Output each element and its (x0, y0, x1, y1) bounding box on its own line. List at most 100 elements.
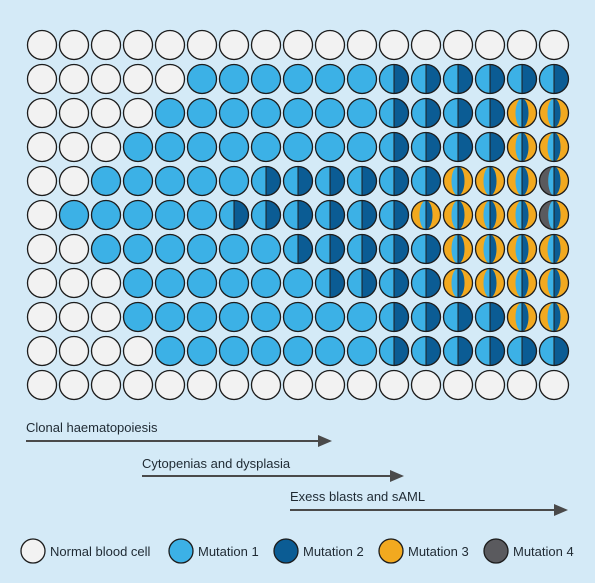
cell-mutation-2 (346, 199, 378, 231)
cell-mutation-1 (250, 131, 282, 163)
cell-mutation-2 (410, 301, 442, 333)
arrow-excess-blasts-saml: Exess blasts and sAML (290, 489, 568, 516)
legend-label-mutation-1: Mutation 1 (198, 544, 259, 559)
cell-mutation-1 (154, 233, 186, 265)
cell-mutation-2 (474, 131, 506, 163)
cell-mutation-2 (538, 63, 570, 95)
cell-normal (26, 29, 58, 61)
cell-normal (90, 335, 122, 367)
cell-mutation-2 (314, 165, 346, 197)
cell-mutation-3 (442, 165, 474, 197)
cell-mutation-1 (218, 301, 250, 333)
cell-normal (346, 29, 378, 61)
cell-mutation-3 (442, 267, 474, 299)
cell-normal (90, 97, 122, 129)
cell-mutation-1 (282, 63, 314, 95)
cell-mutation-1 (250, 97, 282, 129)
cell-mutation-1 (250, 233, 282, 265)
cell-mutation-1 (122, 165, 154, 197)
legend-item-normal: Normal blood cell (20, 538, 151, 564)
cell-mutation-3 (538, 301, 570, 333)
cell-mutation-3 (506, 233, 538, 265)
cell-normal (122, 369, 154, 401)
cell-mutation-3 (442, 233, 474, 265)
cell-mutation-2 (410, 233, 442, 265)
legend-item-mutation-4: Mutation 4 (483, 538, 574, 564)
cell-mutation-1 (122, 199, 154, 231)
cell-mutation-1 (154, 165, 186, 197)
cell-normal (410, 369, 442, 401)
cell-normal (314, 369, 346, 401)
cell-mutation-1 (186, 131, 218, 163)
cell-normal (90, 369, 122, 401)
cell-mutation-1 (186, 97, 218, 129)
cell-mutation-3 (506, 199, 538, 231)
cell-mutation-4 (538, 199, 570, 231)
cell-normal (186, 29, 218, 61)
cell-normal (474, 369, 506, 401)
cell-mutation-1 (154, 97, 186, 129)
cell-normal (58, 29, 90, 61)
cell-mutation-1 (250, 267, 282, 299)
cell-mutation-1 (218, 233, 250, 265)
cell-normal (218, 29, 250, 61)
cell-mutation-1 (314, 335, 346, 367)
cell-mutation-1 (154, 301, 186, 333)
cell-normal (58, 233, 90, 265)
cell-normal (58, 97, 90, 129)
cell-mutation-3 (506, 301, 538, 333)
cell-normal (314, 29, 346, 61)
legend-swatch-normal (20, 538, 46, 564)
cell-normal (154, 29, 186, 61)
legend-swatch-mutation-4 (483, 538, 509, 564)
cell-mutation-3 (538, 131, 570, 163)
cell-normal (26, 199, 58, 231)
cell-normal (346, 369, 378, 401)
cell-grid (26, 29, 570, 401)
cell-mutation-2 (378, 131, 410, 163)
cell-mutation-2 (410, 335, 442, 367)
cell-mutation-2 (410, 63, 442, 95)
cell-mutation-1 (122, 131, 154, 163)
cell-normal (122, 97, 154, 129)
cell-mutation-2 (410, 267, 442, 299)
cell-normal (410, 29, 442, 61)
cell-mutation-3 (474, 233, 506, 265)
arrow-cytopenias-dysplasia: Cytopenias and dysplasia (142, 456, 404, 482)
cell-mutation-1 (282, 97, 314, 129)
cell-normal (122, 63, 154, 95)
cell-normal (90, 63, 122, 95)
cell-normal (122, 335, 154, 367)
cell-normal (58, 301, 90, 333)
cell-mutation-1 (122, 233, 154, 265)
cell-mutation-1 (218, 267, 250, 299)
cell-mutation-1 (154, 131, 186, 163)
cell-normal (250, 369, 282, 401)
cell-mutation-2 (410, 165, 442, 197)
cell-mutation-3 (410, 199, 442, 231)
cell-normal (26, 233, 58, 265)
cell-mutation-3 (474, 267, 506, 299)
arrow-head (390, 470, 404, 482)
legend: Normal blood cell Mutation 1 Mutation 2 … (20, 538, 574, 564)
cell-mutation-1 (154, 335, 186, 367)
legend-swatch-mutation-2 (273, 538, 299, 564)
cell-normal (154, 63, 186, 95)
legend-item-mutation-2: Mutation 2 (273, 538, 364, 564)
cell-normal (538, 29, 570, 61)
cell-normal (122, 29, 154, 61)
cell-normal (282, 369, 314, 401)
cell-mutation-3 (442, 199, 474, 231)
cell-normal (26, 267, 58, 299)
cell-mutation-2 (314, 199, 346, 231)
cell-normal (26, 301, 58, 333)
cell-mutation-3 (506, 97, 538, 129)
legend-label-normal: Normal blood cell (50, 544, 151, 559)
cell-mutation-2 (250, 165, 282, 197)
cell-mutation-2 (314, 233, 346, 265)
legend-item-mutation-3: Mutation 3 (378, 538, 469, 564)
cell-normal (26, 97, 58, 129)
cell-mutation-2 (442, 335, 474, 367)
cell-mutation-1 (186, 335, 218, 367)
cell-mutation-1 (154, 199, 186, 231)
